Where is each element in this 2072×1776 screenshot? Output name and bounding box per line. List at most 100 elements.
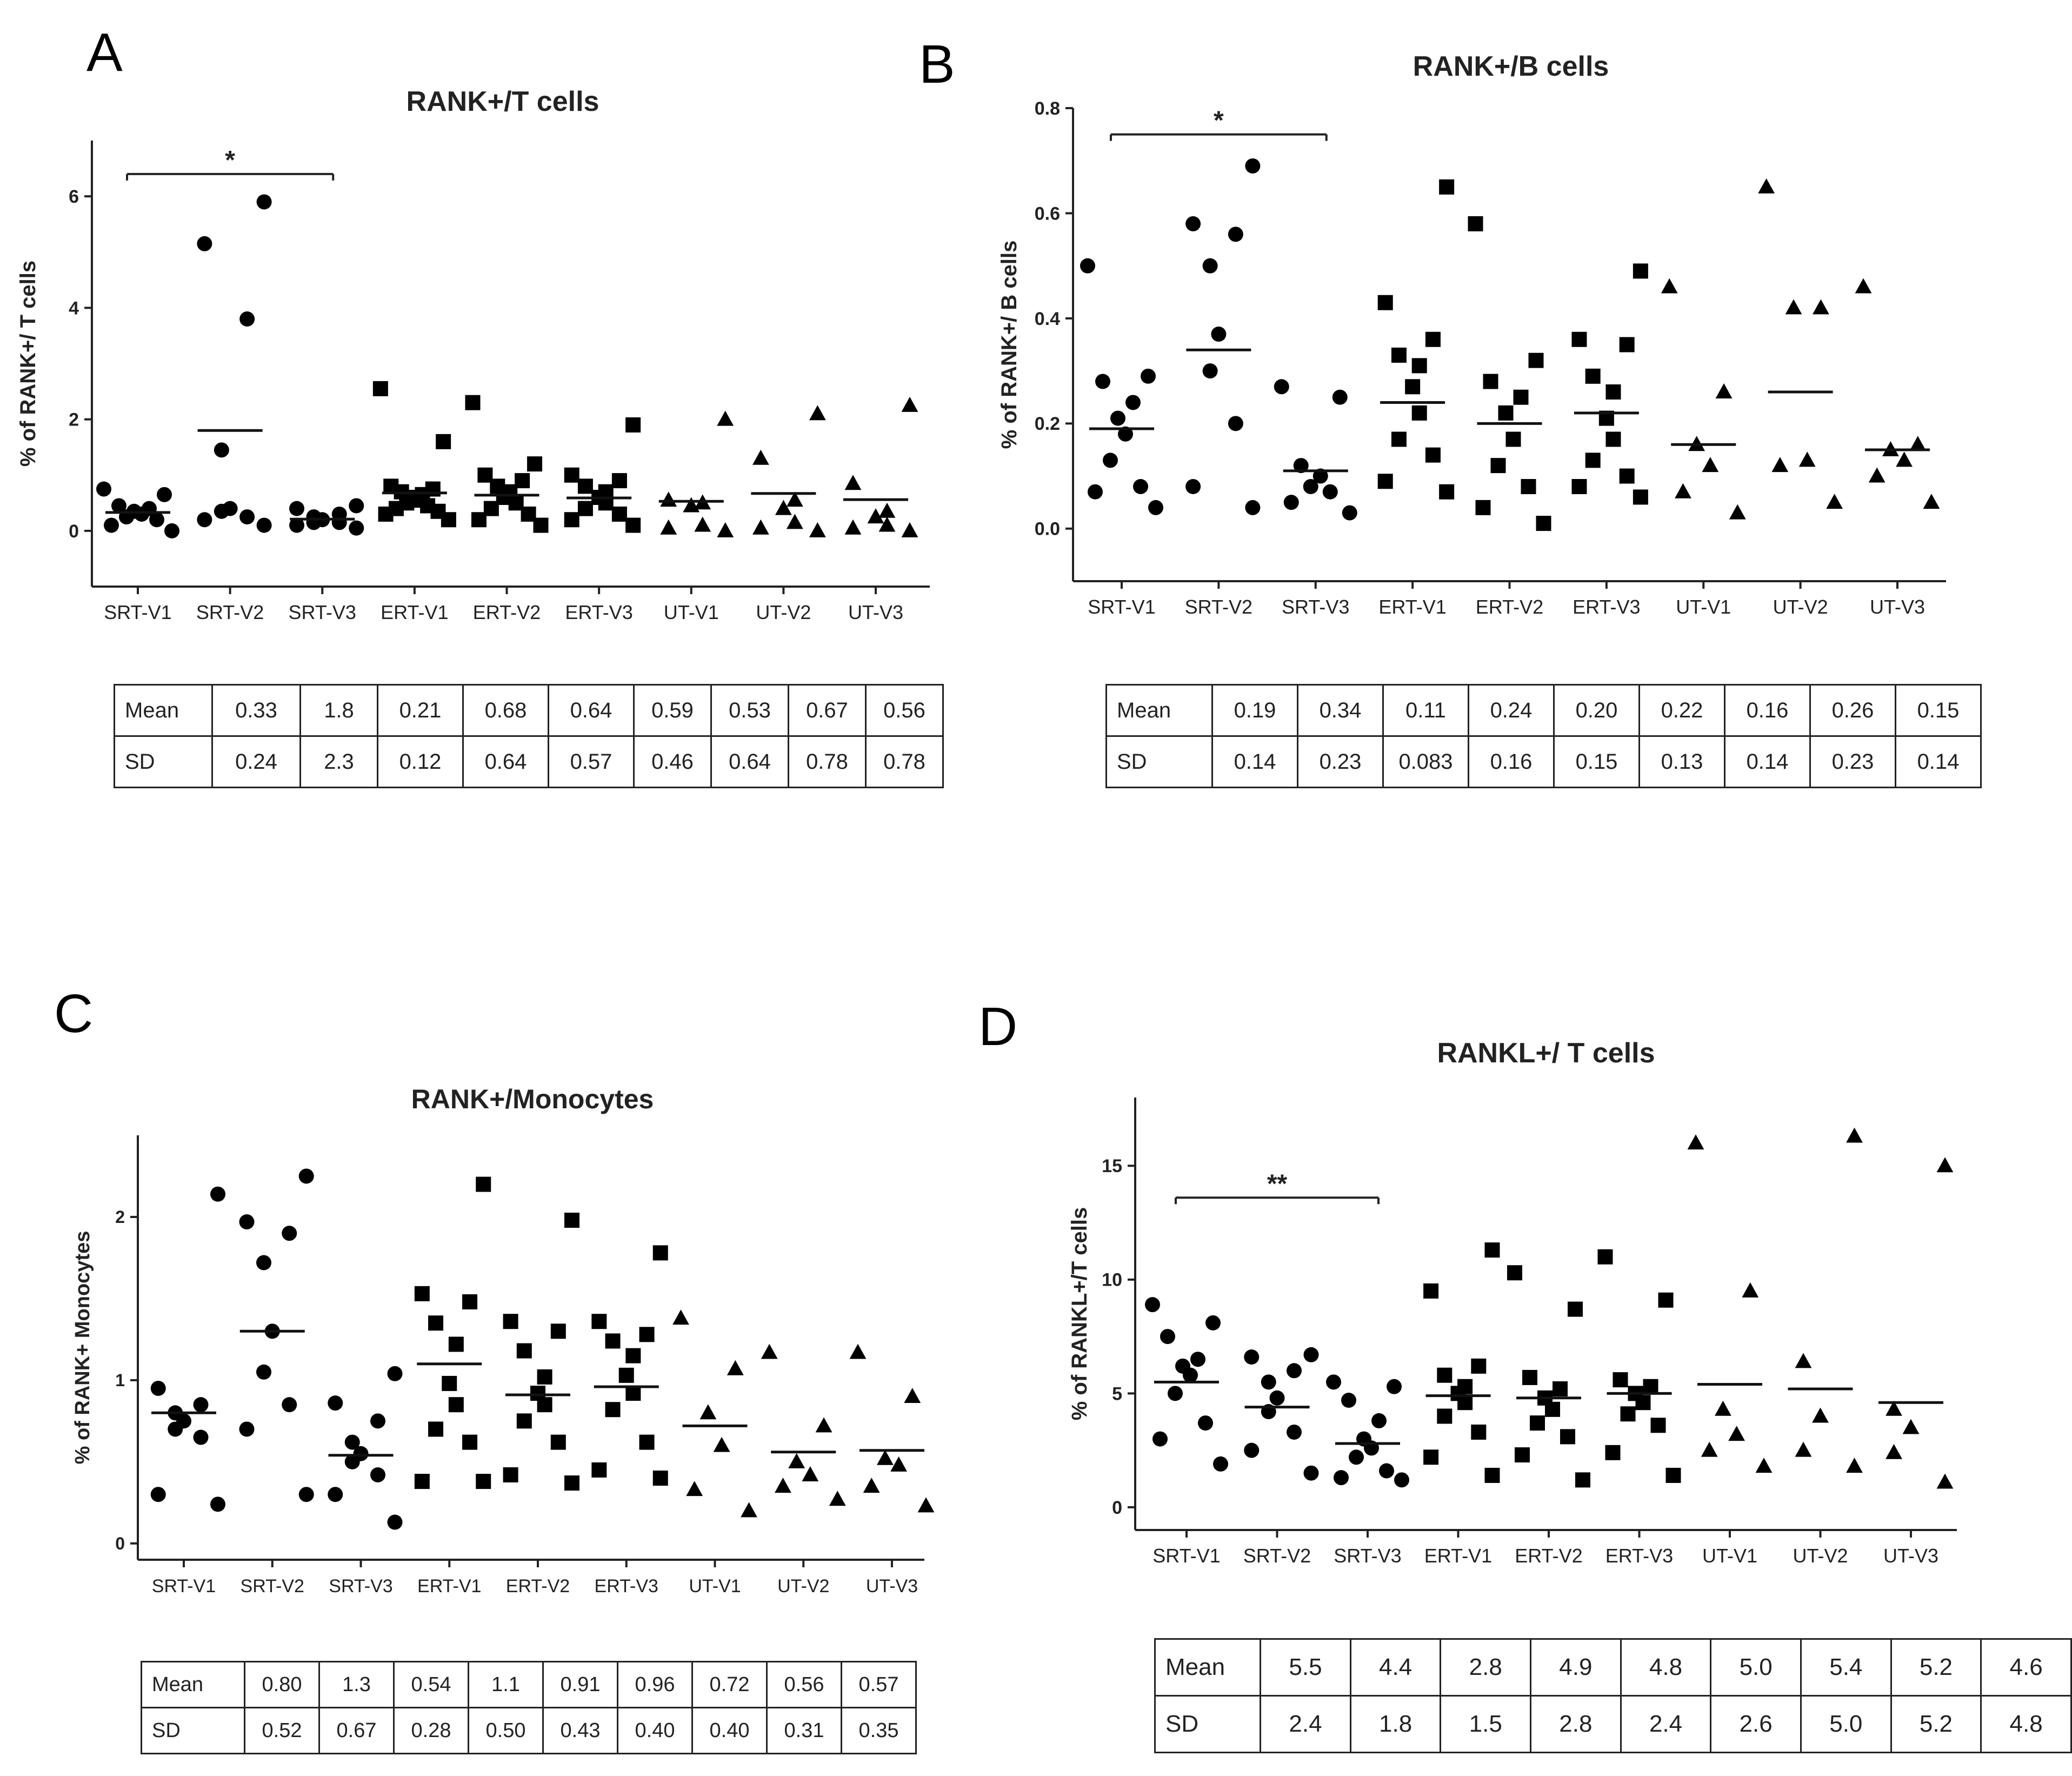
- x-tick-label: UT-V2: [1773, 596, 1828, 618]
- table-cell: 5.4: [1800, 1638, 1892, 1697]
- data-point-circle: [193, 1429, 209, 1445]
- data-point-circle: [282, 1397, 297, 1413]
- data-point-circle: [1326, 1374, 1341, 1390]
- table-cell: 0.64: [462, 735, 549, 788]
- row-label-sd: SD: [1154, 1695, 1262, 1753]
- data-point-circle: [387, 1514, 403, 1530]
- data-point-triangle: [1886, 1444, 1902, 1459]
- x-tick-label: SRT-V1: [152, 1576, 216, 1597]
- data-point-circle: [1313, 468, 1328, 484]
- data-point-square: [414, 1474, 430, 1489]
- data-point-circle: [150, 1487, 166, 1502]
- data-point-square: [652, 1245, 668, 1261]
- data-point-circle: [1152, 1431, 1168, 1447]
- table-cell: 0.24: [211, 735, 301, 788]
- significance-label: *: [1214, 107, 1224, 135]
- table-cell: 0.67: [788, 684, 867, 737]
- data-point-circle: [197, 512, 212, 528]
- data-point-square: [1498, 405, 1514, 421]
- table-cell: 0.15: [1895, 684, 1982, 737]
- data-point-circle: [1341, 1393, 1356, 1408]
- data-point-triangle: [815, 1417, 832, 1433]
- data-point-triangle: [878, 502, 896, 518]
- data-point-triangle: [1886, 1400, 1902, 1416]
- data-point-square: [1530, 1415, 1545, 1431]
- table-cell: 4.4: [1349, 1638, 1442, 1697]
- data-point-circle: [1125, 395, 1141, 410]
- data-point-circle: [1283, 495, 1299, 510]
- table-cell: 0.53: [710, 684, 789, 737]
- data-point-square: [530, 1386, 545, 1401]
- data-point-square: [577, 478, 593, 494]
- table-cell: 0.21: [377, 684, 464, 737]
- table-cell: 0.33: [211, 684, 301, 737]
- data-point-triangle: [1702, 457, 1719, 473]
- data-point-triangle: [809, 522, 826, 537]
- table-cell: 0.11: [1382, 684, 1469, 737]
- table-cell: 0.14: [1211, 735, 1298, 788]
- data-point-triangle: [878, 516, 896, 532]
- data-point-circle: [1394, 1472, 1409, 1488]
- data-point-square: [537, 1369, 552, 1385]
- data-point-circle: [1198, 1415, 1213, 1431]
- data-point-circle: [1342, 505, 1357, 521]
- x-tick-label: SRT-V3: [289, 601, 356, 623]
- data-point-square: [1437, 1408, 1453, 1424]
- data-point-triangle: [786, 514, 803, 529]
- data-point-square: [1568, 1301, 1583, 1317]
- data-point-square: [462, 1434, 478, 1450]
- data-point-square: [564, 1475, 579, 1491]
- data-point-square: [1665, 1467, 1681, 1483]
- x-tick-label: ERT-V3: [1605, 1545, 1673, 1567]
- data-point-square: [503, 1467, 518, 1482]
- row-label-sd: SD: [141, 1707, 245, 1754]
- data-point-square: [1605, 431, 1621, 447]
- y-tick-label: 0: [115, 1534, 125, 1553]
- data-point-triangle: [849, 1343, 867, 1359]
- data-point-triangle: [686, 1481, 703, 1496]
- data-point-square: [1605, 384, 1621, 400]
- table-cell: 1.8: [1349, 1695, 1442, 1753]
- data-point-circle: [289, 517, 304, 533]
- chart-title: RANK+/Monocytes: [411, 1084, 654, 1114]
- data-point-circle: [256, 1364, 271, 1380]
- data-point-square: [564, 1213, 579, 1228]
- data-point-square: [1457, 1379, 1473, 1394]
- table-cell: 0.23: [1297, 735, 1384, 788]
- data-point-square: [1423, 1283, 1439, 1299]
- data-point-square: [442, 1375, 457, 1391]
- x-tick-label: SRT-V2: [241, 1576, 304, 1597]
- table-cell: 0.40: [617, 1707, 693, 1754]
- y-tick-label: 15: [1102, 1156, 1122, 1176]
- row-label-mean: Mean: [141, 1661, 245, 1708]
- data-point-triangle: [1923, 494, 1940, 509]
- table-cell: 0.50: [468, 1707, 544, 1754]
- data-point-circle: [256, 194, 272, 210]
- table-cell: 0.64: [548, 684, 635, 737]
- data-point-triangle: [1729, 504, 1746, 520]
- data-point-triangle: [1826, 494, 1843, 509]
- table-row-mean: Mean 0.80 1.3 0.54 1.1 0.91 0.96 0.72 0.…: [141, 1661, 917, 1708]
- data-point-square: [1536, 516, 1551, 531]
- data-point-circle: [1202, 258, 1218, 274]
- data-point-square: [1613, 1372, 1628, 1388]
- data-point-circle: [1190, 1352, 1205, 1367]
- data-point-circle: [370, 1467, 385, 1482]
- table-cell: 0.14: [1724, 735, 1811, 788]
- x-tick-label: UT-V1: [689, 1576, 741, 1597]
- y-tick-label: 1: [115, 1371, 125, 1390]
- data-point-circle: [387, 1366, 403, 1381]
- table-cell: 5.0: [1800, 1695, 1892, 1753]
- data-point-circle: [1088, 484, 1103, 500]
- significance-label: **: [1267, 1169, 1288, 1198]
- table-cell: 2.8: [1440, 1638, 1532, 1697]
- table-cell: 0.40: [691, 1707, 768, 1754]
- data-point-square: [1439, 484, 1455, 500]
- data-point-triangle: [1715, 383, 1733, 398]
- chart-title: RANK+/T cells: [407, 86, 599, 117]
- table-cell: 5.2: [1890, 1638, 1982, 1697]
- data-point-triangle: [788, 1453, 805, 1468]
- data-point-triangle: [1771, 457, 1789, 473]
